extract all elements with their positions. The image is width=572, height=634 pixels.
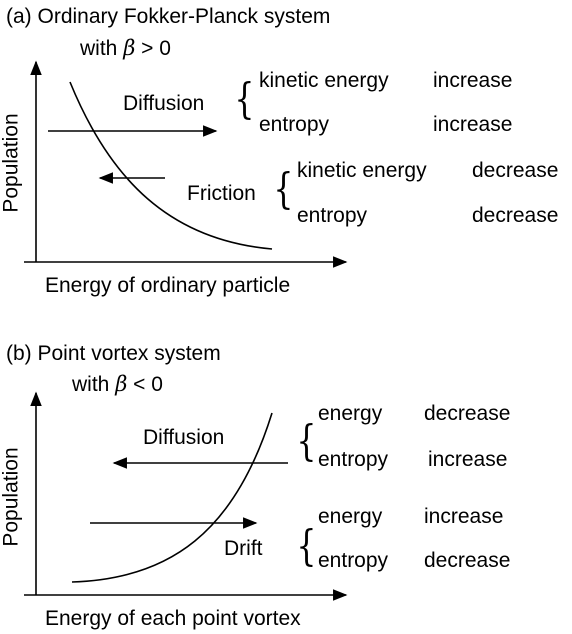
panel-a-diffusion-label: Diffusion — [123, 92, 205, 115]
panel-b-diffusion-row2-quantity: entropy — [318, 448, 389, 471]
panel-b-drift-row2-change: decrease — [424, 549, 511, 572]
panel-a-subtitle-suffix: > 0 — [135, 37, 171, 60]
panel-b-subtitle-suffix: < 0 — [127, 373, 163, 396]
panel-b-drift-row2-quantity: entropy — [318, 549, 389, 572]
panel-b-beta-symbol: β — [115, 372, 128, 396]
panel-a-friction-row2-change: decrease — [472, 204, 559, 227]
panel-a-diffusion-row1-quantity: kinetic energy — [259, 69, 389, 92]
panel-b-drift-label: Drift — [224, 537, 263, 560]
panel-a-subtitle-prefix: with — [80, 37, 124, 60]
panel-b-diffusion-row1-quantity: energy — [318, 402, 383, 425]
panel-a-friction-row2-quantity: entropy — [297, 204, 368, 227]
panel-b-subtitle-prefix: with — [72, 373, 116, 396]
panel-a-curve — [69, 81, 273, 250]
panel-b-drift-brace: { — [296, 521, 317, 570]
panel-a-fokker-planck: (a) Ordinary Fokker-Planck system with β… — [0, 5, 559, 297]
panel-a-x-axis-label: Energy of ordinary particle — [45, 274, 291, 297]
panel-b-diffusion-row2-change: increase — [428, 448, 508, 471]
panel-a-title: (a) Ordinary Fokker-Planck system — [6, 5, 331, 28]
panel-a-friction-brace: { — [273, 164, 294, 213]
panel-b-subtitle: with β < 0 — [72, 372, 163, 396]
panel-b-curve — [71, 412, 273, 583]
panel-b-drift-row1-quantity: energy — [318, 505, 383, 528]
panel-a-beta-symbol: β — [123, 36, 136, 60]
panel-a-diffusion-row1-change: increase — [433, 69, 513, 92]
panel-a-friction-row1-quantity: kinetic energy — [297, 159, 427, 182]
panel-b-title: (b) Point vortex system — [6, 342, 221, 365]
panel-b-drift-row1-change: increase — [424, 505, 504, 528]
panel-b-diffusion-row1-change: decrease — [424, 402, 511, 425]
panel-b-x-axis-label: Energy of each point vortex — [45, 607, 301, 630]
panel-a-diffusion-row2-quantity: entropy — [259, 113, 330, 136]
panel-a-friction-row1-change: decrease — [472, 159, 559, 182]
panel-a-friction-label: Friction — [187, 182, 256, 205]
panel-a-diffusion-brace: { — [234, 74, 255, 123]
panel-a-plot — [24, 60, 348, 268]
panel-a-diffusion-row2-change: increase — [433, 113, 513, 136]
panel-b-y-axis-label: Population — [0, 447, 23, 547]
panel-a-subtitle: with β > 0 — [80, 36, 171, 60]
panel-b-plot — [24, 391, 348, 601]
panel-a-y-axis-label: Population — [0, 113, 23, 213]
panel-b-diffusion-label: Diffusion — [143, 426, 225, 449]
panel-b-diffusion-brace: { — [296, 416, 317, 465]
panel-b-point-vortex: (b) Point vortex system with β < 0 Popul… — [0, 317, 572, 634]
